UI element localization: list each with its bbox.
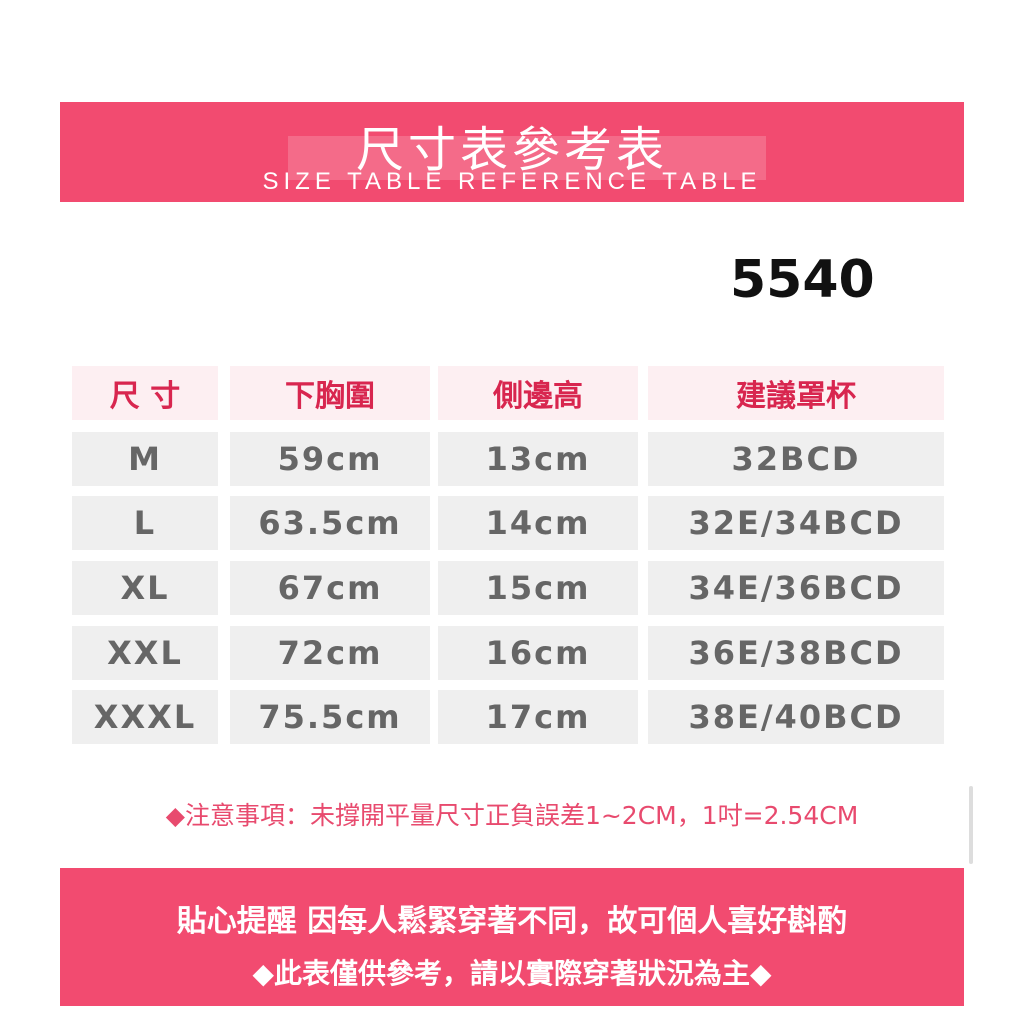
table-cell: XXXL xyxy=(72,690,218,744)
table-cell: M xyxy=(72,432,218,486)
table-cell: 32E/34BCD xyxy=(648,496,944,550)
column-header: 建議罩杯 xyxy=(648,366,944,420)
table-cell: 14cm xyxy=(438,496,638,550)
table-cell: 67cm xyxy=(230,561,430,615)
note-text: ◆注意事項：未撐開平量尺寸正負誤差1~2CM，1吋=2.54CM xyxy=(165,801,859,830)
footer-disclaimer: ◆此表僅供參考，請以實際穿著狀況為主◆ xyxy=(252,957,772,990)
column-header: 下胸圍 xyxy=(230,366,430,420)
scrollbar[interactable] xyxy=(969,786,973,864)
page-title: 尺寸表參考表 xyxy=(355,122,668,178)
footer-reminder: 貼心提醒 因每人鬆緊穿著不同，故可個人喜好斟酌 xyxy=(176,904,848,939)
title-highlight xyxy=(288,136,766,180)
column-header: 尺 寸 xyxy=(72,366,218,420)
table-cell: 32BCD xyxy=(648,432,944,486)
table-cell: 72cm xyxy=(230,626,430,680)
table-cell: 75.5cm xyxy=(230,690,430,744)
table-cell: L xyxy=(72,496,218,550)
page-subtitle: SIZE TABLE REFERENCE TABLE xyxy=(262,168,762,195)
table-cell: 17cm xyxy=(438,690,638,744)
table-cell: 59cm xyxy=(230,432,430,486)
table-cell: XL xyxy=(72,561,218,615)
table-cell: 38E/40BCD xyxy=(648,690,944,744)
table-cell: XXL xyxy=(72,626,218,680)
table-cell: 63.5cm xyxy=(230,496,430,550)
table-cell: 36E/38BCD xyxy=(648,626,944,680)
column-header: 側邊高 xyxy=(438,366,638,420)
footer-banner: 貼心提醒 因每人鬆緊穿著不同，故可個人喜好斟酌 ◆此表僅供參考，請以實際穿著狀況… xyxy=(60,868,964,1006)
title-banner: 尺寸表參考表 SIZE TABLE REFERENCE TABLE xyxy=(60,102,964,202)
table-cell: 34E/36BCD xyxy=(648,561,944,615)
table-cell: 13cm xyxy=(438,432,638,486)
product-code: 5540 xyxy=(730,250,875,310)
table-cell: 16cm xyxy=(438,626,638,680)
table-cell: 15cm xyxy=(438,561,638,615)
